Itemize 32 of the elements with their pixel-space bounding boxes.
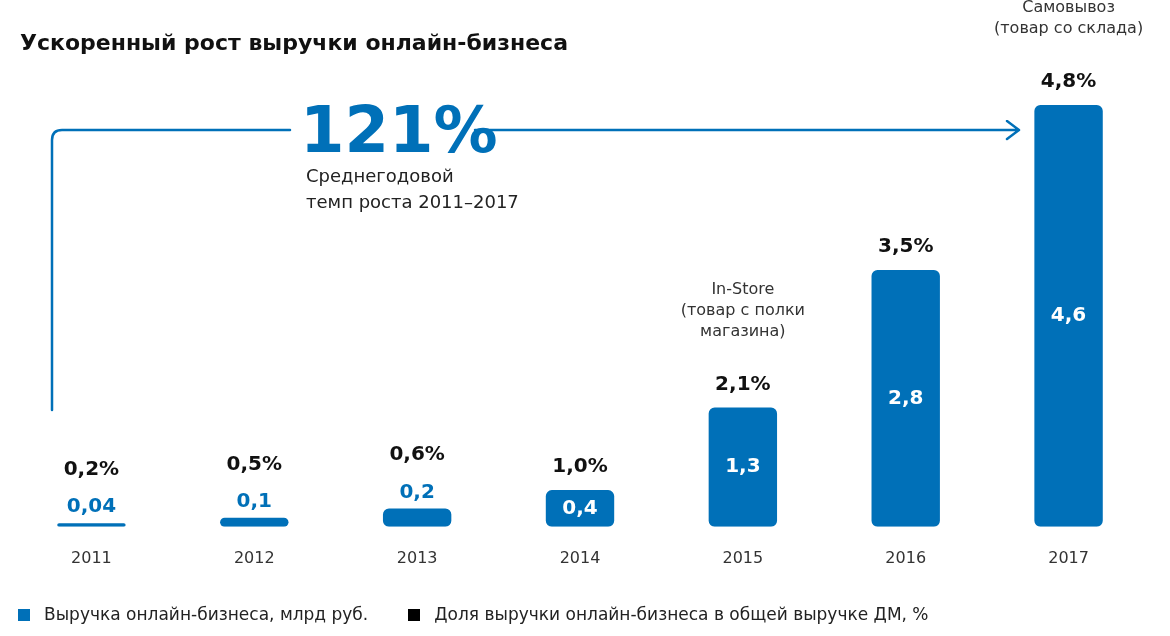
data-label: 1,3 xyxy=(725,453,761,478)
bar xyxy=(382,508,452,527)
data-label: 0,04 xyxy=(66,493,117,518)
bar xyxy=(1034,105,1103,527)
annotation: Среднегодовой темп роста 2011–2017 xyxy=(306,165,519,212)
bar xyxy=(708,407,778,527)
annotation: 0,6% xyxy=(389,441,445,466)
legend-label: Выручка онлайн-бизнеса, млрд руб. xyxy=(43,604,369,624)
data-label: 0,4 xyxy=(562,494,598,519)
chart-title: Ускоренный рост выручки онлайн-бизнеса xyxy=(20,30,569,55)
annotation: 1,0% xyxy=(552,453,608,478)
data-label: 0,1 xyxy=(236,487,272,512)
x-tick-label: 2017 xyxy=(1048,547,1089,567)
annotation: 0,2% xyxy=(63,456,120,481)
data-label: 4,6 xyxy=(1050,302,1087,327)
x-tick-label: 2012 xyxy=(233,547,275,567)
text: Доля выручки онлайн-бизнеса в общей выручке ДМ, % xyxy=(433,604,929,624)
bar xyxy=(871,270,940,527)
data-label: 2,8 xyxy=(888,384,924,409)
x-tick-label: 2011 xyxy=(71,547,112,567)
annotation: 4,8% xyxy=(1040,68,1097,92)
annotation: 0,5% xyxy=(226,450,283,475)
text: Самовывоз (товар со склада) xyxy=(994,0,1144,37)
x-tick-label: 2015 xyxy=(722,547,764,567)
x-tick-label: 2014 xyxy=(559,547,601,567)
data-label: 0,2 xyxy=(399,478,435,503)
annotation: 121% xyxy=(300,93,498,167)
annotation: 3,5% xyxy=(877,233,934,258)
annotation: In-Store (товар с полки магазина) xyxy=(680,278,805,340)
x-tick-label: 2016 xyxy=(885,547,927,567)
annotation: 2,1% xyxy=(715,370,771,395)
x-tick-label: 2013 xyxy=(396,547,438,567)
